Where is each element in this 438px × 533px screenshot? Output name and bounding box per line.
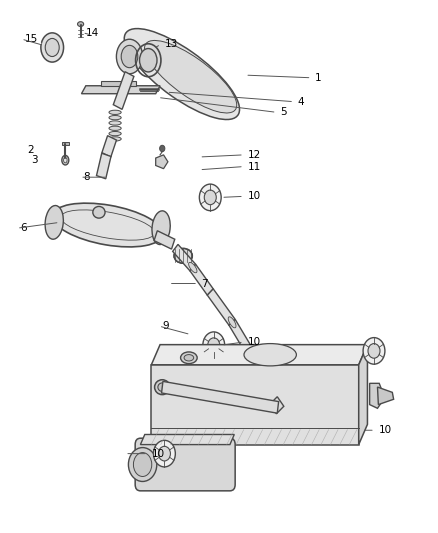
Ellipse shape xyxy=(93,206,105,218)
Ellipse shape xyxy=(109,137,121,141)
Text: 12: 12 xyxy=(247,150,261,160)
Circle shape xyxy=(199,184,221,211)
Text: 11: 11 xyxy=(247,161,261,172)
Polygon shape xyxy=(154,231,175,249)
Ellipse shape xyxy=(53,203,163,247)
Ellipse shape xyxy=(109,126,121,131)
Text: 10: 10 xyxy=(247,191,261,201)
Ellipse shape xyxy=(109,132,121,136)
Text: 4: 4 xyxy=(297,96,304,107)
Text: 1: 1 xyxy=(315,73,321,83)
Ellipse shape xyxy=(152,211,170,245)
Ellipse shape xyxy=(140,49,157,72)
Polygon shape xyxy=(246,349,266,379)
Polygon shape xyxy=(378,387,394,405)
Polygon shape xyxy=(62,142,69,146)
Ellipse shape xyxy=(45,38,59,56)
Polygon shape xyxy=(207,289,235,326)
Polygon shape xyxy=(155,155,168,168)
Ellipse shape xyxy=(158,383,166,391)
Polygon shape xyxy=(268,392,281,410)
Circle shape xyxy=(368,344,380,358)
Ellipse shape xyxy=(121,45,138,68)
Ellipse shape xyxy=(109,110,121,115)
Ellipse shape xyxy=(184,354,194,361)
Polygon shape xyxy=(162,382,279,413)
Ellipse shape xyxy=(109,116,121,120)
FancyBboxPatch shape xyxy=(135,438,235,491)
Polygon shape xyxy=(229,319,253,354)
Polygon shape xyxy=(81,86,160,94)
Text: 6: 6 xyxy=(20,223,27,233)
Ellipse shape xyxy=(145,41,237,113)
Circle shape xyxy=(153,440,175,467)
Polygon shape xyxy=(151,345,367,365)
Polygon shape xyxy=(113,72,134,109)
Text: 9: 9 xyxy=(162,321,169,331)
Polygon shape xyxy=(190,264,213,295)
Circle shape xyxy=(159,446,170,461)
Polygon shape xyxy=(141,434,234,445)
Circle shape xyxy=(363,337,385,364)
Text: 10: 10 xyxy=(378,425,392,435)
Polygon shape xyxy=(270,397,284,414)
Ellipse shape xyxy=(45,206,64,239)
Polygon shape xyxy=(101,82,136,86)
Text: 13: 13 xyxy=(164,39,178,49)
Ellipse shape xyxy=(174,248,192,263)
Ellipse shape xyxy=(124,29,240,119)
Text: 7: 7 xyxy=(201,279,208,288)
Text: 10: 10 xyxy=(151,449,164,458)
Ellipse shape xyxy=(41,33,64,62)
Ellipse shape xyxy=(62,156,69,165)
Polygon shape xyxy=(151,365,359,445)
Ellipse shape xyxy=(189,262,197,273)
Text: 15: 15 xyxy=(25,34,38,44)
Text: 3: 3 xyxy=(31,155,38,165)
Circle shape xyxy=(159,146,165,152)
Text: 5: 5 xyxy=(280,107,287,117)
Polygon shape xyxy=(359,345,367,445)
Ellipse shape xyxy=(128,448,157,481)
Ellipse shape xyxy=(244,344,297,366)
Polygon shape xyxy=(173,245,195,271)
Ellipse shape xyxy=(228,317,236,328)
Ellipse shape xyxy=(134,453,152,477)
Text: 14: 14 xyxy=(86,28,99,38)
Circle shape xyxy=(204,190,216,205)
Ellipse shape xyxy=(78,22,84,27)
Polygon shape xyxy=(102,136,117,157)
Ellipse shape xyxy=(117,39,143,74)
Ellipse shape xyxy=(259,371,266,383)
Ellipse shape xyxy=(109,121,121,125)
Polygon shape xyxy=(259,375,275,398)
Circle shape xyxy=(208,338,220,352)
Ellipse shape xyxy=(155,379,170,394)
Text: 8: 8 xyxy=(84,172,90,182)
Ellipse shape xyxy=(180,352,197,364)
Text: 2: 2 xyxy=(27,144,34,155)
Ellipse shape xyxy=(64,158,67,163)
Polygon shape xyxy=(370,383,382,408)
Circle shape xyxy=(203,332,225,359)
Polygon shape xyxy=(96,154,111,179)
Text: 10: 10 xyxy=(247,337,261,347)
